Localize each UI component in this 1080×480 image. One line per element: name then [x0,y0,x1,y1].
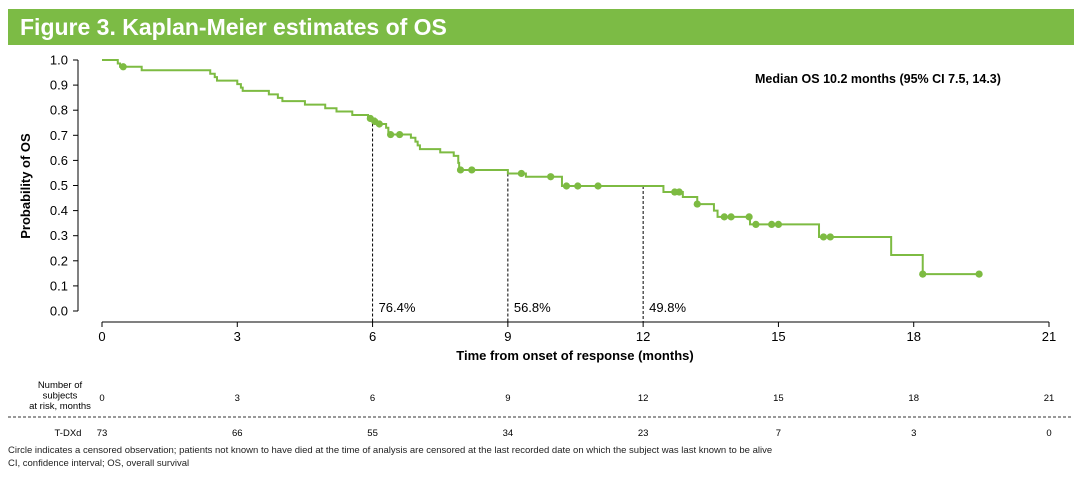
censor-mark [919,270,927,278]
risk-month: 15 [773,393,784,404]
footnote-censor: Circle indicates a censored observation;… [8,445,773,456]
risk-month: 18 [908,393,919,404]
risk-month: 9 [505,393,510,404]
risk-header-label: at risk, months [29,401,91,412]
landmark-label: 56.8% [514,300,551,315]
censor-mark [975,270,983,278]
landmark-label: 49.8% [649,300,686,315]
risk-count: 7 [776,428,781,439]
risk-count: 34 [503,428,514,439]
landmark-label: 76.4% [379,300,416,315]
x-tick-label: 9 [504,329,511,344]
y-tick-label: 0.2 [50,253,68,268]
y-tick-label: 0.7 [50,128,68,143]
risk-count: 0 [1046,428,1051,439]
y-tick-label: 0.6 [50,153,68,168]
censor-mark [119,63,127,71]
censor-mark [720,213,728,221]
censor-mark [396,130,404,139]
censor-mark [387,130,395,139]
censor-mark [745,213,753,221]
censor-mark [768,220,776,229]
risk-month: 6 [370,393,375,404]
censor-mark [675,188,683,196]
y-axis-label: Probability of OS [18,133,33,239]
censor-mark [752,220,760,229]
risk-count: 23 [638,428,649,439]
y-tick-label: 0.3 [50,228,68,243]
risk-month: 3 [235,393,240,404]
censor-mark [456,166,465,174]
censor-marks [119,63,983,278]
figure-title: Figure 3. Kaplan-Meier estimates of OS [8,9,1074,45]
x-tick-label: 15 [771,329,785,344]
risk-month: 12 [638,393,649,404]
risk-count: 55 [367,428,378,439]
km-curve [102,59,980,276]
censor-mark [774,220,783,229]
x-tick-label: 18 [906,329,920,344]
x-tick-label: 6 [369,329,376,344]
censor-mark [594,182,602,190]
y-tick-label: 0.8 [50,103,68,118]
censor-mark [727,213,735,221]
censor-mark [693,200,701,208]
x-tick-label: 21 [1042,329,1056,344]
x-tick-label: 0 [98,329,105,344]
footnote-abbrev: CI, confidence interval; OS, overall sur… [8,458,190,469]
censor-mark [826,233,834,241]
y-tick-label: 0.9 [50,78,68,93]
risk-month: 0 [99,393,104,404]
axes: 0.0 0.1 0.2 0.3 0.4 0.5 0.6 0.7 0.8 0.9 1.0 0 3 6 9 12 1… [50,53,1056,345]
y-tick-label: 1.0 [50,53,68,68]
censor-mark [562,182,571,190]
risk-month: 21 [1044,393,1055,404]
y-tick-label: 0.1 [50,278,68,293]
risk-count: 73 [97,428,108,439]
y-tick-label: 0.4 [50,203,68,218]
censor-mark [547,173,555,181]
censor-mark [819,233,828,241]
x-tick-label: 3 [234,329,241,344]
censor-mark [574,182,582,190]
risk-header-label: subjects [43,391,78,402]
landmark-lines: 76.4% 56.8% 49.8% [372,118,686,322]
median-annotation: Median OS 10.2 months (95% CI 7.5, 14.3) [755,72,1001,86]
censor-mark [468,166,476,174]
censor-mark [375,120,383,128]
y-tick-label: 0.5 [50,178,68,193]
risk-count: 3 [911,428,916,439]
risk-arm-label: T-DXd [55,428,82,439]
y-tick-label: 0.0 [50,304,68,319]
x-tick-label: 12 [636,329,650,344]
censor-mark [517,169,525,178]
risk-count: 66 [232,428,243,439]
risk-header-label: Number of [38,380,83,391]
x-axis-label: Time from onset of response (months) [456,348,693,363]
